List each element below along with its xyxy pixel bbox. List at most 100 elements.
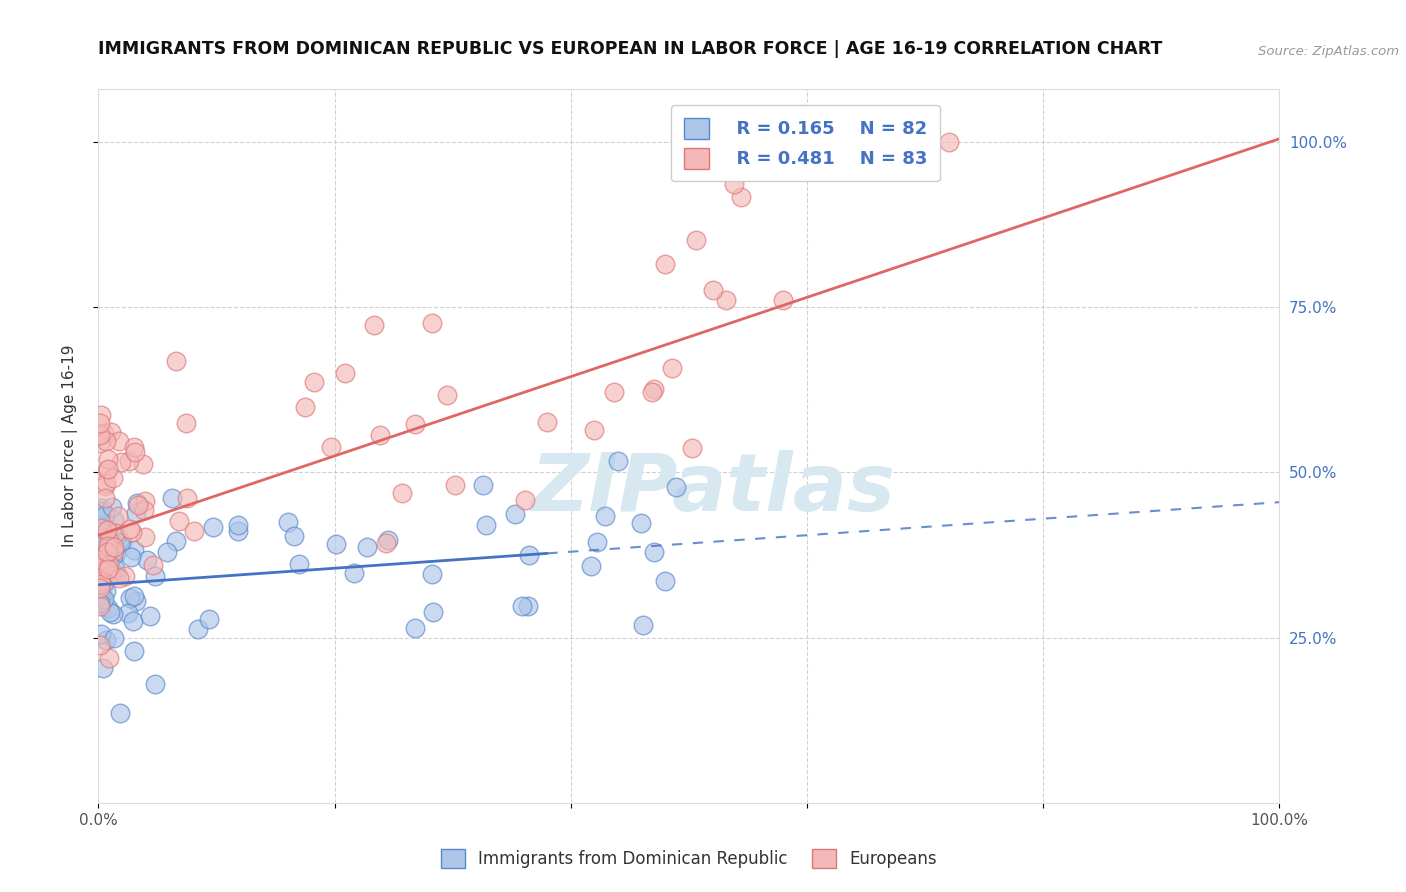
Point: [89, 566, 111, 581]
Point: [368, 428, 391, 442]
Legend: Immigrants from Dominican Republic, Europeans: Immigrants from Dominican Republic, Euro…: [433, 840, 945, 877]
Point: [103, 543, 125, 558]
Point: [593, 508, 616, 523]
Point: [294, 401, 316, 415]
Point: [104, 525, 127, 540]
Text: ZIPatlas: ZIPatlas: [530, 450, 896, 528]
Point: [103, 471, 125, 485]
Point: [302, 376, 325, 390]
Point: [474, 517, 496, 532]
Point: [404, 417, 426, 432]
Point: [167, 514, 190, 528]
Point: [681, 441, 703, 455]
Point: [97, 539, 120, 553]
Point: [90, 531, 112, 545]
Point: [94, 434, 117, 448]
Point: [143, 569, 166, 583]
Point: [420, 316, 443, 330]
Point: [104, 562, 127, 576]
Point: [89, 510, 111, 524]
Point: [101, 536, 124, 550]
Point: [422, 605, 444, 619]
Point: [103, 513, 125, 527]
Point: [105, 546, 128, 560]
Point: [165, 533, 187, 548]
Point: [110, 706, 132, 720]
Point: [93, 479, 115, 493]
Point: [333, 366, 356, 380]
Point: [98, 651, 121, 665]
Point: [89, 561, 111, 575]
Point: [198, 611, 221, 625]
Point: [444, 478, 467, 492]
Point: [356, 540, 378, 554]
Point: [583, 423, 606, 437]
Point: [228, 517, 250, 532]
Point: [97, 534, 120, 549]
Point: [107, 571, 129, 585]
Point: [108, 535, 131, 549]
Point: [325, 536, 347, 550]
Point: [94, 535, 117, 549]
Point: [165, 354, 187, 368]
Point: [90, 589, 112, 603]
Point: [420, 567, 443, 582]
Point: [321, 440, 343, 454]
Point: [391, 486, 413, 500]
Point: [104, 530, 127, 544]
Point: [139, 608, 162, 623]
Point: [100, 500, 122, 515]
Point: [122, 542, 145, 557]
Point: [579, 558, 602, 573]
Point: [201, 520, 224, 534]
Point: [93, 426, 115, 441]
Point: [90, 408, 112, 422]
Point: [103, 540, 125, 554]
Point: [631, 617, 654, 632]
Point: [89, 599, 111, 613]
Point: [515, 492, 537, 507]
Point: [89, 581, 111, 595]
Point: [142, 558, 165, 572]
Point: [94, 491, 117, 505]
Point: [183, 524, 205, 539]
Point: [90, 627, 112, 641]
Point: [91, 500, 114, 515]
Point: [117, 606, 139, 620]
Point: [122, 441, 145, 455]
Point: [125, 496, 148, 510]
Point: [98, 545, 121, 559]
Point: [89, 504, 111, 518]
Point: [124, 594, 146, 608]
Point: [277, 515, 299, 529]
Point: [288, 557, 311, 571]
Point: [510, 599, 533, 613]
Point: [134, 530, 156, 544]
Point: [120, 522, 142, 536]
Point: [89, 542, 111, 557]
Point: [93, 508, 115, 522]
Point: [685, 233, 707, 247]
Point: [404, 621, 426, 635]
Point: [654, 574, 676, 589]
Point: [101, 549, 124, 563]
Point: [97, 601, 120, 615]
Point: [121, 615, 143, 629]
Point: [630, 516, 652, 530]
Point: [585, 535, 607, 549]
Point: [120, 550, 142, 565]
Point: [160, 491, 183, 505]
Point: [98, 605, 121, 619]
Point: [665, 480, 688, 494]
Point: [93, 536, 115, 550]
Point: [723, 177, 745, 191]
Point: [702, 283, 724, 297]
Point: [124, 589, 146, 603]
Point: [654, 257, 676, 271]
Point: [89, 596, 111, 610]
Point: [96, 524, 118, 538]
Point: [90, 553, 112, 567]
Point: [93, 575, 115, 590]
Point: [114, 569, 136, 583]
Point: [89, 590, 111, 604]
